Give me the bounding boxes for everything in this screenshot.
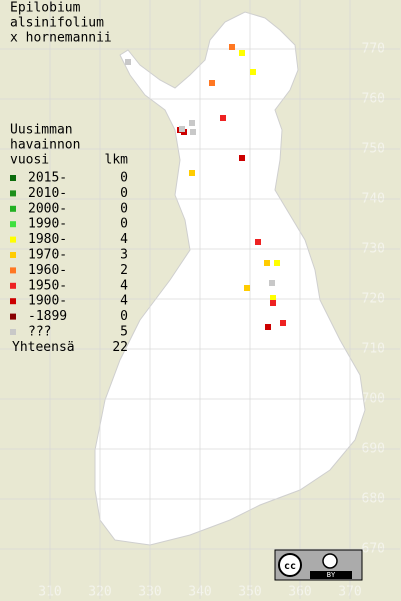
legend-count: 4	[120, 278, 128, 293]
observation-point	[209, 80, 215, 86]
legend-swatch	[10, 282, 16, 289]
legend-header: Uusimman	[10, 123, 73, 138]
legend-label: 2015-	[28, 171, 67, 186]
title-line: Epilobium	[10, 1, 81, 16]
legend-count: 5	[120, 325, 128, 340]
observation-point	[220, 115, 226, 121]
legend-swatch	[10, 298, 16, 305]
by-icon	[322, 553, 338, 569]
grid: 310 320 330 340 350 360 3706706806907007107207…	[38, 42, 385, 600]
total-label: Yhteensä	[12, 340, 75, 355]
observation-point	[125, 59, 131, 65]
legend-count: 4	[120, 232, 128, 247]
legend-count: 0	[120, 171, 128, 186]
by-bar	[310, 571, 352, 579]
observation-point	[255, 239, 261, 245]
title-line: alsinifolium	[10, 16, 104, 31]
legend-label: 1950-	[28, 278, 67, 293]
license-badge: cc BY	[274, 549, 363, 581]
legend-label: ???	[28, 325, 51, 340]
observation-point	[280, 320, 286, 326]
legend-count: 0	[120, 309, 128, 324]
observation-point	[239, 50, 245, 56]
observation-point	[265, 324, 271, 330]
legend-swatch	[10, 313, 16, 320]
legend-label: 1960-	[28, 263, 67, 278]
legend-header: vuosi	[10, 153, 49, 168]
legend-swatch	[10, 236, 16, 243]
legend-label: 2000-	[28, 201, 67, 216]
legend-swatch	[10, 190, 16, 197]
cc-icon	[278, 553, 302, 577]
legend-label: 1980-	[28, 232, 67, 247]
legend-swatch	[10, 329, 16, 335]
legend-count: 0	[120, 186, 128, 201]
observation-point	[244, 285, 250, 291]
legend-header: havainnon	[10, 138, 80, 153]
legend-label: 1900-	[28, 294, 67, 309]
observation-point	[239, 155, 245, 161]
observation-point	[250, 69, 256, 75]
legend-label: -1899	[28, 309, 67, 324]
observation-point	[229, 44, 235, 50]
legend-count-header: lkm	[105, 153, 129, 168]
observation-point	[264, 260, 270, 266]
observation-point	[270, 300, 276, 306]
legend-label: 1990-	[28, 217, 67, 232]
legend-count: 0	[120, 201, 128, 216]
legend-count: 2	[120, 263, 128, 278]
legend-count: 4	[120, 294, 128, 309]
legend-label: 2010-	[28, 186, 67, 201]
observation-point	[269, 280, 275, 286]
title-line: x hornemannii	[10, 31, 112, 46]
legend-swatch	[10, 267, 16, 274]
observation-point	[179, 126, 185, 132]
legend-swatch	[10, 205, 16, 212]
observation-point	[190, 129, 196, 135]
cc-text: cc	[284, 561, 296, 572]
observation-point	[189, 120, 195, 126]
observation-point	[189, 170, 195, 176]
legend-swatch	[10, 252, 16, 258]
by-text: BY	[327, 571, 336, 579]
observations	[125, 44, 286, 330]
observation-point	[274, 260, 280, 266]
legend-swatch	[10, 175, 16, 181]
country-outline	[94, 11, 366, 546]
legend-swatch	[10, 221, 16, 228]
total-count: 22	[112, 340, 128, 355]
legend-count: 3	[120, 248, 128, 263]
legend-label: 1970-	[28, 248, 67, 263]
legend-count: 0	[120, 217, 128, 232]
observation-point	[270, 295, 276, 301]
